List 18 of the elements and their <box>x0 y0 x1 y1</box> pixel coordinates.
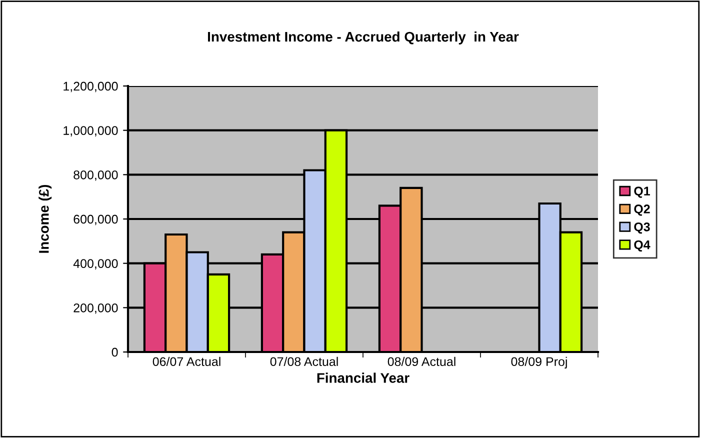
legend-label: Q3 <box>634 222 650 234</box>
x-tick-label: 08/09 Proj <box>511 356 567 369</box>
x-tick-label: 06/07 Actual <box>152 356 220 366</box>
x-tick-label: 07/08 Actual <box>270 356 338 366</box>
y-tick-label: 400,000 <box>73 259 118 270</box>
y-tick-label: 600,000 <box>74 214 118 226</box>
chart-title: Investment Income - Accrued Quarterly in Year <box>208 31 519 44</box>
x-tick-label: 08/09 Actual <box>388 356 456 366</box>
y-tick-label: 200,000 <box>74 303 118 314</box>
y-tick-label: 1,200,000 <box>64 82 118 92</box>
legend-label: Q4 <box>634 240 650 252</box>
legend-label: Q2 <box>634 204 650 216</box>
y-axis-title: Income (£) <box>38 184 52 253</box>
y-tick-label: 800,000 <box>74 170 118 181</box>
legend-label: Q1 <box>634 186 650 198</box>
y-tick-label: 0 <box>112 348 118 357</box>
y-tick-label: 1,000,000 <box>64 126 118 136</box>
x-axis-title: Financial Year <box>317 372 410 383</box>
